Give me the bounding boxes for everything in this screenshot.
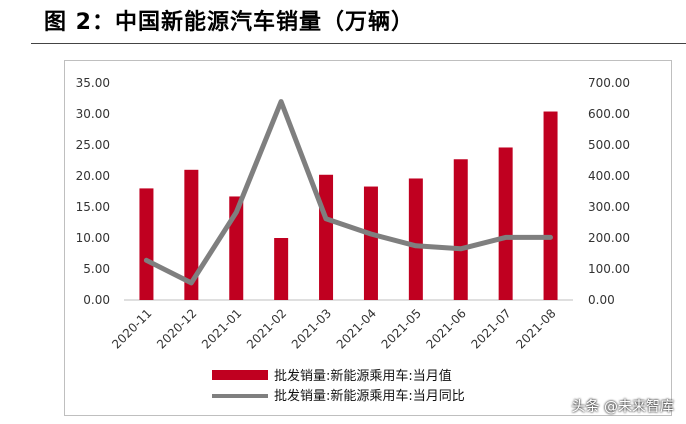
x-tick-label: 2021-01 <box>199 306 244 351</box>
x-tick-label: 2021-04 <box>334 306 379 351</box>
x-tick-label: 2021-08 <box>513 306 558 351</box>
y-left-axis-ticks: 0.00 5.00 10.00 15.00 20.00 25.00 30.00 35.00 <box>76 76 110 307</box>
bar <box>543 111 558 301</box>
figure-title: 图 2：中国新能源汽车销量（万辆） <box>44 10 414 35</box>
chart-frame <box>64 60 672 416</box>
y-right-tick-label: 500.00 <box>588 138 630 152</box>
y-right-tick-label: 100.00 <box>588 262 630 276</box>
y-left-tick-label: 0.00 <box>83 293 110 307</box>
y-right-tick-label: 600.00 <box>588 107 630 121</box>
y-left-tick-label: 25.00 <box>76 138 110 152</box>
y-left-tick-label: 10.00 <box>76 231 110 245</box>
y-right-tick-label: 700.00 <box>588 76 630 90</box>
x-tick-label: 2020-12 <box>154 306 199 351</box>
bar <box>139 188 154 300</box>
line-series <box>143 99 553 286</box>
x-tick-label: 2021-06 <box>424 306 469 351</box>
bar <box>319 174 334 300</box>
y-right-tick-label: 0.00 <box>588 293 615 307</box>
bar <box>184 169 199 300</box>
x-tick-label: 2020-11 <box>109 306 154 351</box>
y-right-tick-label: 300.00 <box>588 200 630 214</box>
bar <box>274 238 289 300</box>
x-tick-label: 2021-07 <box>468 306 513 351</box>
legend-bar-label: 批发销量:新能源乘用车:当月值 <box>274 368 452 384</box>
legend-bar-swatch <box>212 370 268 380</box>
bar <box>363 186 378 300</box>
bar <box>408 178 423 300</box>
y-left-tick-label: 20.00 <box>76 169 110 183</box>
watermark-text: 头条 @未来智库 <box>571 399 674 415</box>
y-right-axis-ticks: 0.00 100.00 200.00 300.00 400.00 500.00 600.00… <box>588 76 630 307</box>
bar-series <box>139 111 558 301</box>
y-right-tick-label: 400.00 <box>588 169 630 183</box>
x-tick-label: 2021-05 <box>379 306 424 351</box>
x-axis-ticks: 2020-11 2020-12 2021-01 2021-02 2021-03 2021-… <box>109 306 558 351</box>
bar <box>498 147 513 300</box>
x-tick-label: 2021-02 <box>244 306 289 351</box>
legend-line-label: 批发销量:新能源乘用车:当月同比 <box>274 388 465 404</box>
y-left-tick-label: 5.00 <box>83 262 110 276</box>
title-divider <box>31 43 686 44</box>
y-left-tick-label: 15.00 <box>76 200 110 214</box>
y-right-tick-label: 200.00 <box>588 231 630 245</box>
y-left-tick-label: 30.00 <box>76 107 110 121</box>
y-left-tick-label: 35.00 <box>76 76 110 90</box>
bar <box>453 159 468 300</box>
x-tick-label: 2021-03 <box>289 306 334 351</box>
